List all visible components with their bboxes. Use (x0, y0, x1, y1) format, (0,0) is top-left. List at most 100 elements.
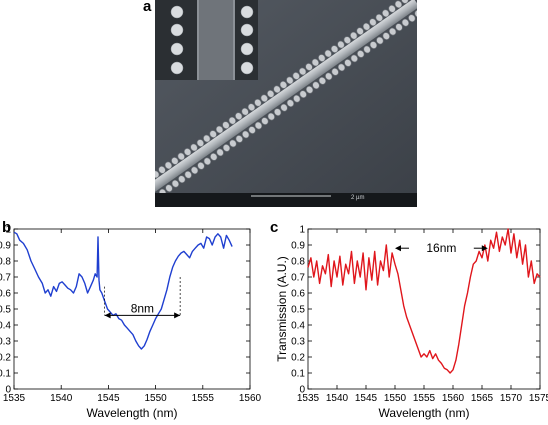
sem-hole (155, 170, 160, 179)
y-tick-label: 0.9 (0, 241, 11, 252)
sem-hole (312, 81, 320, 90)
sem-hole (279, 81, 288, 89)
y-tick-label: 0.8 (291, 257, 305, 268)
x-tick-label: 1555 (413, 393, 436, 404)
sem-hole (389, 27, 397, 36)
sem-hole (325, 72, 333, 81)
y-tick-label: 0 (299, 385, 305, 396)
x-tick-label: 1550 (144, 393, 167, 404)
annotation-arrowhead (174, 312, 181, 319)
sem-hole (158, 166, 166, 174)
sem-hole (197, 162, 205, 170)
sem-hole (401, 0, 409, 4)
series-line (13, 231, 233, 350)
sem-hole (184, 170, 192, 179)
sem-hole (196, 139, 205, 147)
y-tick-label: 0.5 (291, 305, 305, 316)
sem-hole (261, 117, 269, 125)
y-axis-label: Transmission (A.U.) (275, 256, 289, 362)
sem-hole (241, 107, 249, 116)
plot-frame (307, 228, 541, 390)
y-tick-label: 0.8 (0, 257, 11, 268)
inset-image (155, 0, 258, 80)
sem-hole (337, 63, 346, 72)
series-line (307, 228, 541, 374)
sem-micrograph: 2 µm (155, 0, 417, 207)
sem-hole (171, 179, 180, 188)
y-tick-label: 0.7 (291, 273, 305, 284)
panel-a-label: a (143, 0, 152, 15)
y-tick-label: 0.3 (291, 337, 305, 348)
sem-hole (248, 126, 256, 134)
sem-hole (235, 135, 243, 143)
sem-hole (260, 94, 268, 103)
sem-hole (164, 161, 173, 170)
sem-hole (222, 144, 231, 152)
sem-hole (215, 125, 224, 134)
x-axis-label: Wavelength (nm) (87, 406, 178, 420)
sem-hole (210, 153, 218, 161)
sem-hole (299, 90, 307, 98)
sem-hole (394, 0, 403, 9)
sem-hole (350, 54, 358, 63)
x-tick-label: 1540 (326, 393, 349, 404)
sem-scalebar-text: 2 µm (351, 195, 364, 201)
sem-hole (318, 77, 326, 85)
y-tick-label: 0.2 (291, 353, 305, 364)
sem-hole (254, 98, 262, 107)
sem-hole (330, 45, 339, 53)
x-tick-label: 1535 (3, 393, 26, 404)
sem-hole (344, 59, 352, 67)
x-axis-label: Wavelength (nm) (379, 406, 470, 420)
sem-hole (376, 36, 384, 45)
sem-hole (235, 112, 243, 120)
x-tick-label: 1560 (239, 393, 262, 404)
sem-hole (337, 40, 345, 49)
y-tick-label: 0.4 (291, 321, 305, 332)
x-tick-label: 1535 (297, 393, 320, 404)
sem-hole (203, 157, 211, 166)
panel-b-label: b (2, 219, 12, 236)
sem-hole (298, 67, 307, 76)
annotation-label: 8nm (131, 301, 154, 315)
sem-hole (228, 116, 236, 125)
sem-hole (267, 112, 275, 121)
sem-hole (178, 175, 186, 184)
sem-hole (388, 5, 396, 13)
sem-hole (414, 9, 417, 18)
annotation-arrowhead (395, 245, 401, 252)
sem-hole (362, 22, 371, 31)
sem-hole (318, 54, 326, 62)
chart-c: 1535 1540 1545 1550 1555 1560 1565 1570 1575 0 0.1… (275, 225, 548, 421)
sem-hole (177, 152, 185, 161)
sem-hole (280, 103, 288, 112)
sem-hole (286, 99, 295, 107)
x-tick-label: 1575 (529, 393, 548, 404)
y-tick-label: 0.1 (0, 369, 11, 380)
sem-hole (203, 134, 211, 143)
x-tick-label: 1555 (192, 393, 215, 404)
sem-hole (408, 14, 416, 22)
sem-hole (356, 27, 364, 35)
sem-hole (222, 121, 230, 129)
y-tick-label: 0.3 (0, 337, 11, 348)
sem-hole (165, 184, 173, 192)
sem-hole (305, 85, 314, 94)
sem-hole (331, 68, 339, 76)
sem-hole (273, 85, 281, 94)
y-tick-label: 1 (299, 225, 305, 236)
sem-hole (369, 41, 378, 49)
x-tick-label: 1545 (97, 393, 120, 404)
y-tick-label: 0.2 (0, 353, 11, 364)
sem-hole (375, 13, 383, 22)
annotation-arrowhead (481, 245, 488, 252)
x-tick-label: 1550 (384, 393, 407, 404)
y-tick-label: 1 (5, 225, 11, 236)
annotation-arrowhead (104, 312, 111, 319)
x-tick-label: 1540 (50, 393, 73, 404)
chart-b: 1535 1540 1545 1550 1555 1560 0 0.1 0.2 0.3 0.4 0.5… (0, 225, 262, 421)
annotation-label: 16nm (426, 241, 456, 255)
sem-hole (369, 18, 377, 26)
sem-hole (183, 148, 192, 156)
y-tick-label: 0 (5, 385, 11, 396)
